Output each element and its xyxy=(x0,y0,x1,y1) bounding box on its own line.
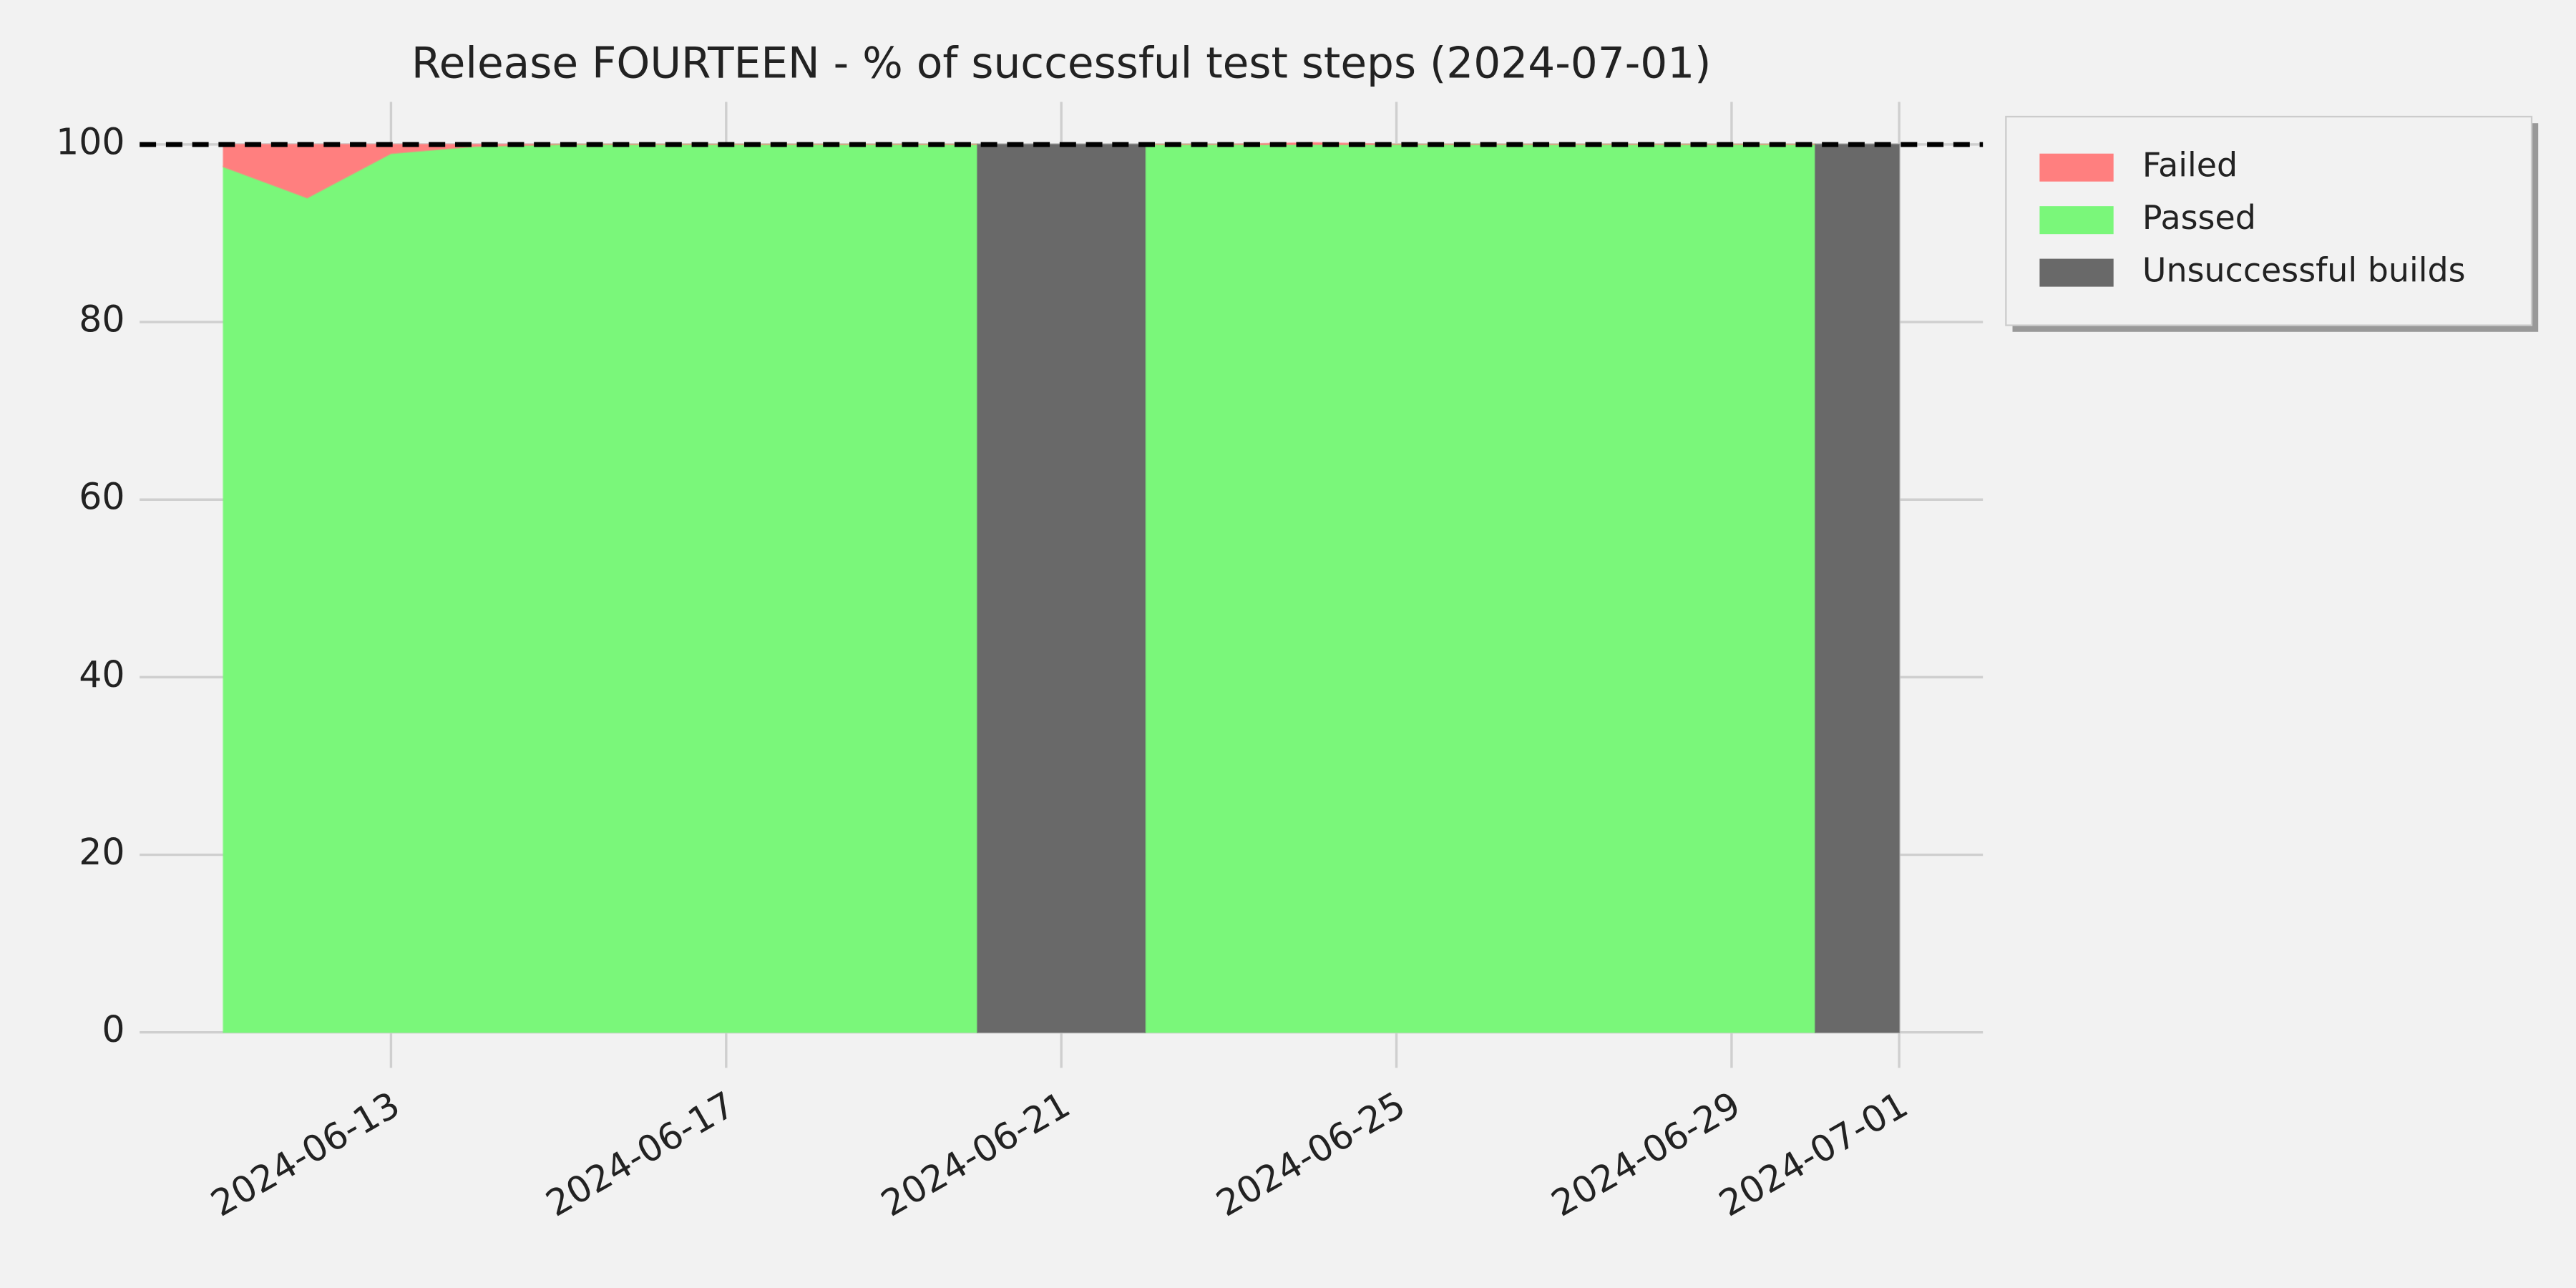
x-tick-label: 2024-06-21 xyxy=(874,1083,1077,1225)
x-tick-label: 2024-06-17 xyxy=(539,1083,742,1225)
chart-title: Release FOURTEEN - % of successful test … xyxy=(411,39,1712,88)
legend-swatch xyxy=(2039,206,2114,235)
y-tick-label: 60 xyxy=(79,476,125,518)
legend: Failed Passed Unsuccessful builds xyxy=(2005,115,2539,332)
legend-label: Failed xyxy=(2142,146,2238,185)
y-tick-label: 80 xyxy=(79,298,125,341)
legend-swatch xyxy=(2039,258,2114,287)
x-tick-label: 2024-07-01 xyxy=(1712,1083,1915,1225)
y-tick-label: 20 xyxy=(79,831,125,873)
y-tick-label: 0 xyxy=(102,1008,125,1050)
x-tick-label: 2024-06-29 xyxy=(1544,1083,1747,1225)
x-tick-label: 2024-06-25 xyxy=(1209,1083,1413,1225)
y-tick-label: 100 xyxy=(56,120,125,162)
legend-swatch xyxy=(2039,153,2114,182)
legend-label: Unsuccessful builds xyxy=(2142,251,2466,290)
x-tick-label: 2024-06-13 xyxy=(204,1083,407,1225)
legend-label: Passed xyxy=(2142,198,2256,237)
y-tick-label: 40 xyxy=(79,653,125,696)
